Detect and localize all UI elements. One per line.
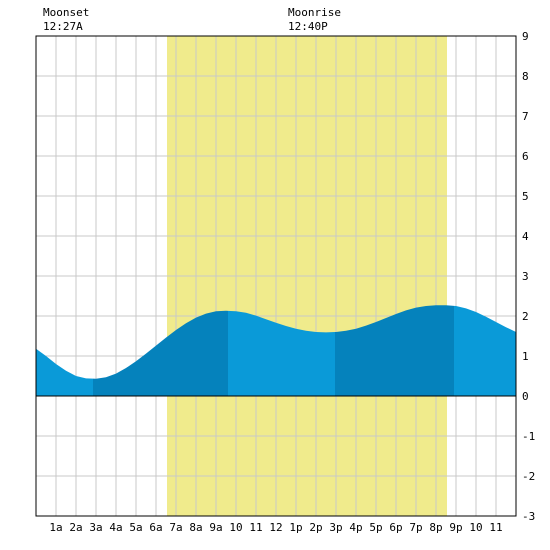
x-tick-label: 5p — [369, 521, 382, 534]
x-tick-label: 11 — [489, 521, 502, 534]
tide-area-segment — [228, 310, 335, 396]
x-tick-label: 4a — [109, 521, 122, 534]
x-tick-label: 2p — [309, 521, 322, 534]
moonset-time: 12:27A — [43, 20, 83, 33]
y-tick-label: 2 — [522, 310, 529, 323]
moonrise-label: Moonrise — [288, 6, 341, 19]
x-tick-label: 10 — [469, 521, 482, 534]
plot-frame — [35, 35, 517, 517]
moonrise-time: 12:40P — [288, 20, 328, 33]
tide-area-series — [36, 305, 516, 396]
y-tick-label: 5 — [522, 190, 529, 203]
y-tick-label: 9 — [522, 30, 529, 43]
tide-area-segment — [335, 305, 454, 396]
y-tick-label: -1 — [522, 430, 535, 443]
x-tick-label: 4p — [349, 521, 362, 534]
y-tick-label: 4 — [522, 230, 529, 243]
tide-area-segment — [454, 305, 516, 396]
x-tick-label: 7a — [169, 521, 182, 534]
x-tick-label: 9p — [449, 521, 462, 534]
y-tick-label: 8 — [522, 70, 529, 83]
x-tick-label: 12 — [269, 521, 282, 534]
x-tick-label: 10 — [229, 521, 242, 534]
moonset-label: Moonset — [43, 6, 89, 19]
x-tick-label: 3p — [329, 521, 342, 534]
y-tick-label: 7 — [522, 110, 529, 123]
x-tick-label: 2a — [69, 521, 82, 534]
y-axis-tick-labels: -3 -2 -1 0 1 2 3 4 5 6 7 8 9 — [522, 30, 535, 523]
x-tick-label: 6p — [389, 521, 402, 534]
tide-area-segment — [36, 348, 93, 396]
x-tick-label: 7p — [409, 521, 422, 534]
x-tick-label: 1a — [49, 521, 62, 534]
x-tick-label: 5a — [129, 521, 142, 534]
x-tick-label: 8a — [189, 521, 202, 534]
y-tick-label: 1 — [522, 350, 529, 363]
x-tick-label: 1p — [289, 521, 302, 534]
x-tick-label: 11 — [249, 521, 262, 534]
y-tick-label: 6 — [522, 150, 529, 163]
y-tick-label: 0 — [522, 390, 529, 403]
x-tick-label: 8p — [429, 521, 442, 534]
x-tick-label: 3a — [89, 521, 102, 534]
x-tick-label: 6a — [149, 521, 162, 534]
tide-area-segment — [93, 310, 228, 396]
x-axis-tick-labels: 1a 2a 3a 4a 5a 6a 7a 8a 9a 10 11 12 1p 2p 3p 4p 5p 6p 7p 8p… — [49, 521, 502, 534]
y-tick-label: -2 — [522, 470, 535, 483]
x-tick-label: 9a — [209, 521, 222, 534]
y-tick-label: -3 — [522, 510, 535, 523]
y-tick-label: 3 — [522, 270, 529, 283]
